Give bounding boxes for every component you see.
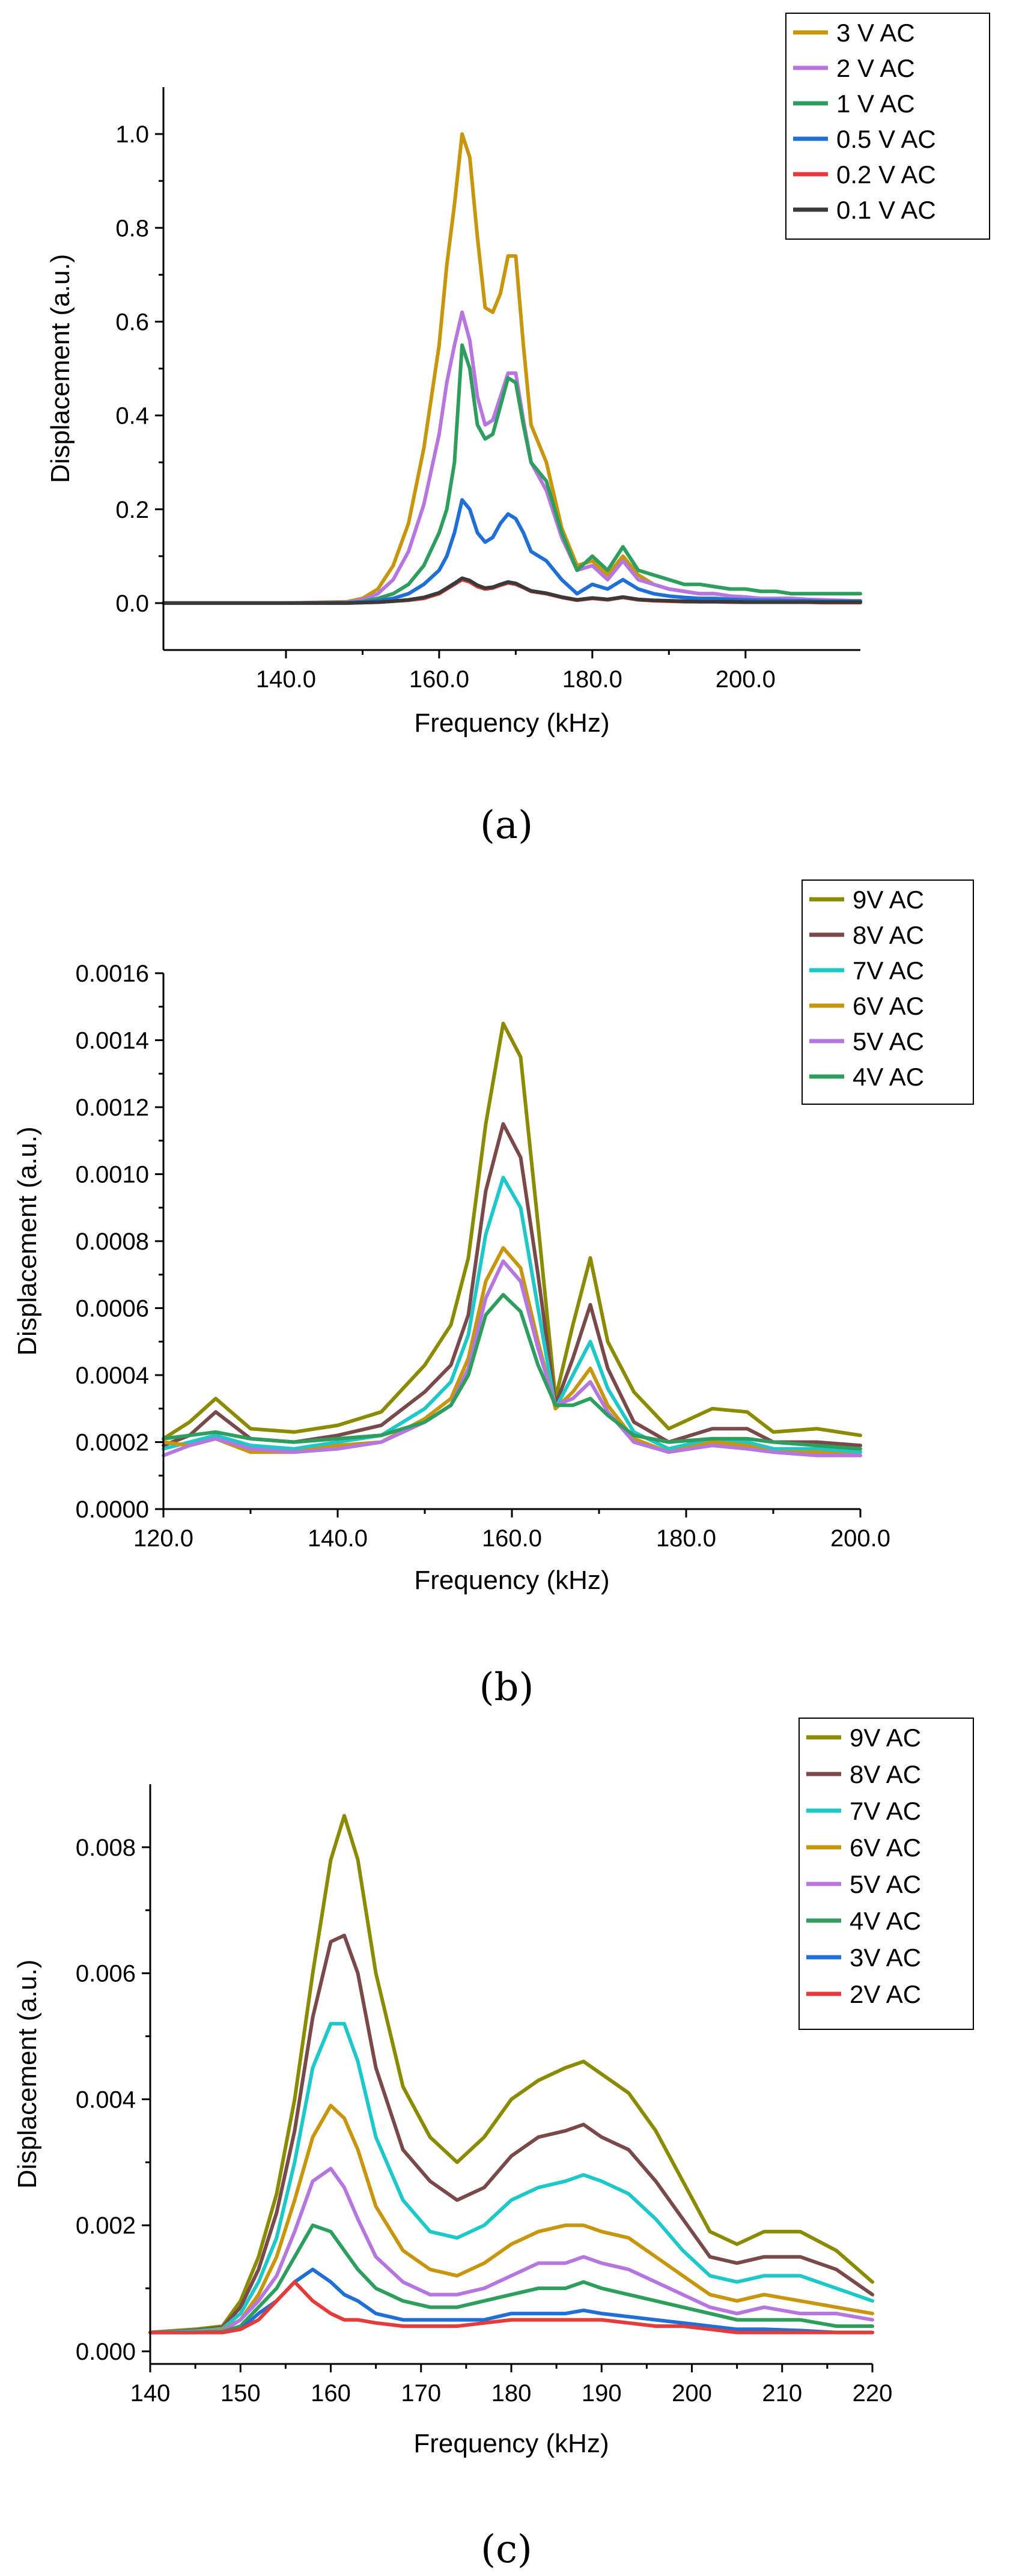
- series-line-9v-ac: [162, 1021, 862, 1441]
- series-line-0-1-v-ac: [162, 576, 862, 605]
- y-tick-label: 0.0006: [76, 1296, 149, 1322]
- y-tick-label: 0.0010: [76, 1162, 149, 1188]
- y-axis-title: Displacement (a.u.): [13, 1126, 42, 1355]
- legend-box: [799, 1718, 974, 2030]
- series-line-3-v-ac: [162, 132, 862, 605]
- x-tick-label: 150: [221, 2380, 261, 2407]
- x-tick-label: 210: [762, 2380, 802, 2407]
- legend-label: 4V AC: [850, 1907, 921, 1935]
- series-line-7v-ac: [148, 2022, 874, 2334]
- y-tick-label: 0.0012: [76, 1095, 149, 1121]
- legend-box: [785, 13, 990, 240]
- panel-label-a: (a): [480, 803, 533, 848]
- y-tick-label: 0.0000: [76, 1496, 149, 1523]
- y-tick-label: 1.0: [115, 121, 149, 148]
- x-tick-label: 180: [491, 2380, 532, 2407]
- x-axis-title: Frequency (kHz): [414, 1566, 609, 1595]
- x-tick-label: 190: [582, 2380, 622, 2407]
- series-line-5v-ac: [148, 2166, 874, 2334]
- x-tick-label: 140: [130, 2380, 171, 2407]
- series-line-6v-ac: [148, 2103, 874, 2334]
- x-tick-label: 220: [853, 2380, 893, 2407]
- x-axis-title: Frequency (kHz): [414, 708, 609, 738]
- y-tick-label: 0.6: [115, 309, 149, 335]
- series-line-8v-ac: [162, 1122, 862, 1448]
- y-tick-label: 0.0008: [76, 1229, 149, 1255]
- legend-label: 5V AC: [853, 1027, 924, 1056]
- legend-label: 3 V AC: [836, 19, 915, 47]
- legend-label: 7V AC: [853, 956, 924, 985]
- legend-label: 3V AC: [850, 1943, 921, 1972]
- x-tick-label: 160: [311, 2380, 351, 2407]
- series-line-2-v-ac: [162, 310, 862, 605]
- x-tick-label: 140.0: [308, 1525, 368, 1552]
- y-tick-label: 0.000: [76, 2339, 136, 2365]
- y-tick-label: 0.004: [76, 2086, 136, 2113]
- legend-label: 8V AC: [850, 1760, 921, 1788]
- legend: 3 V AC 2 V AC 1 V AC 0.5 V AC 0.2 V AC 0.1 V …: [785, 13, 990, 240]
- y-axis-title: Displacement (a.u.): [13, 1960, 42, 2189]
- legend-label: 6V AC: [850, 1833, 921, 1862]
- legend-label: 2 V AC: [836, 54, 915, 82]
- series-group: [162, 132, 862, 605]
- x-tick-label: 160.0: [482, 1525, 542, 1552]
- legend-label: 4V AC: [853, 1063, 924, 1091]
- x-tick-label: 120.0: [133, 1525, 193, 1552]
- y-tick-label: 0.2: [115, 497, 149, 523]
- x-tick-label: 160.0: [409, 666, 469, 693]
- legend-label: 1 V AC: [836, 90, 915, 118]
- panel-label-c: (c): [481, 2527, 532, 2572]
- legend-box: [802, 879, 974, 1105]
- legend-label: 6V AC: [853, 992, 924, 1020]
- y-tick-label: 0.0014: [76, 1028, 149, 1054]
- chart-panel-c: 140 150 160 170 180 190 200 210 220 0.000 0.002 0.0…: [13, 1718, 974, 2458]
- y-tick-label: 0.0: [115, 591, 149, 617]
- series-line-7v-ac: [162, 1176, 862, 1454]
- legend-label: 2V AC: [850, 1980, 921, 2008]
- y-tick-label: 0.006: [76, 1961, 136, 1987]
- y-tick-label: 0.8: [115, 215, 149, 242]
- y-tick-label: 0.008: [76, 1835, 136, 1861]
- legend-label: 0.1 V AC: [836, 196, 936, 224]
- series-line-2v-ac: [148, 2280, 874, 2334]
- legend-label: 5V AC: [850, 1870, 921, 1898]
- legend-label: 0.2 V AC: [836, 160, 936, 189]
- y-tick-label: 0.002: [76, 2213, 136, 2239]
- x-tick-label: 180.0: [562, 666, 622, 693]
- y-tick-label: 0.0004: [76, 1362, 149, 1389]
- series-line-4v-ac: [148, 2223, 874, 2334]
- series-line-5v-ac: [162, 1259, 862, 1457]
- series-line-9v-ac: [148, 1814, 874, 2334]
- y-tick-label: 0.0016: [76, 961, 149, 987]
- legend: 9V AC 8V AC 7V AC 6V AC 5V AC 4V AC: [802, 879, 974, 1105]
- legend: 9V AC 8V AC 7V AC 6V AC 5V AC 4V AC 3V AC 2V AC: [799, 1718, 974, 2030]
- series-line-0-5-v-ac: [162, 498, 862, 605]
- legend-label: 8V AC: [853, 921, 924, 949]
- x-tick-label: 200: [672, 2380, 712, 2407]
- series-line-6v-ac: [162, 1246, 862, 1457]
- x-tick-label: 200.0: [830, 1525, 890, 1552]
- series-group: [148, 1814, 874, 2334]
- legend-label: 9V AC: [853, 886, 924, 914]
- y-axis-title: Displacement (a.u.): [46, 254, 75, 483]
- x-tick-label: 180.0: [656, 1525, 716, 1552]
- y-tick-label: 0.4: [115, 403, 149, 430]
- legend-label: 0.5 V AC: [836, 125, 936, 153]
- chart-panel-a: 140.0 160.0 180.0 200.0 0.0 0.2 0.4 0.6 0.8 1.0 Fr…: [46, 13, 990, 738]
- series-line-1-v-ac: [162, 343, 862, 605]
- x-tick-label: 140.0: [256, 666, 316, 693]
- x-axis-title: Frequency (kHz): [413, 2429, 609, 2458]
- chart-panel-b: 120.0 140.0 160.0 180.0 200.0 0.0000 0.0002 0.0…: [13, 879, 974, 1595]
- x-tick-label: 170: [401, 2380, 441, 2407]
- x-tick-label: 200.0: [716, 666, 776, 693]
- series-line-4v-ac: [162, 1293, 862, 1451]
- panel-label-b: (b): [479, 1665, 534, 1710]
- legend-label: 7V AC: [850, 1797, 921, 1825]
- series-group: [162, 1021, 862, 1457]
- y-tick-label: 0.0002: [76, 1430, 149, 1456]
- series-line-8v-ac: [148, 1933, 874, 2334]
- legend-label: 9V AC: [850, 1724, 921, 1752]
